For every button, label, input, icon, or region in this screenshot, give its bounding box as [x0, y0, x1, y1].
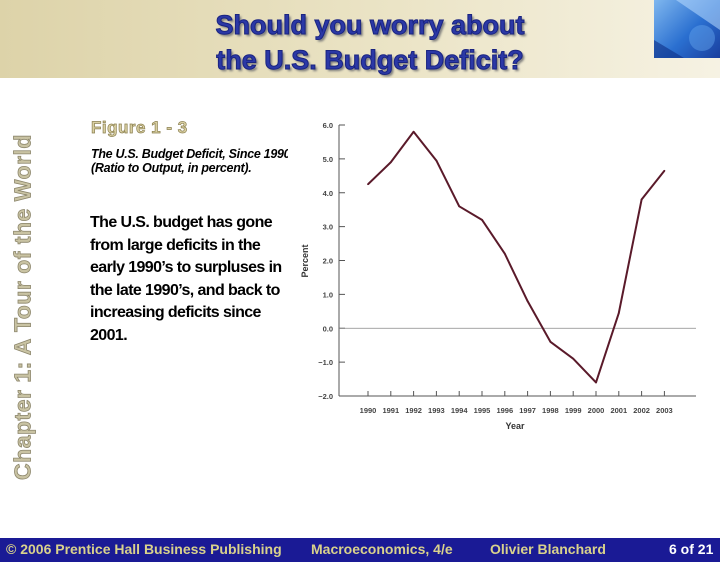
data-point: [595, 381, 597, 384]
data-point: [663, 169, 666, 172]
footer-book: Macroeconomics, 4/e: [311, 541, 453, 557]
deficit-series-line: [367, 130, 666, 384]
x-tick-label: 1991: [382, 406, 399, 415]
data-point: [503, 252, 506, 255]
x-tick-label: 1996: [496, 406, 513, 415]
y-tick-label: 0.0: [323, 324, 333, 333]
data-point: [412, 130, 415, 133]
data-point: [640, 198, 643, 201]
data-point: [367, 183, 369, 186]
figure-caption: The U.S. Budget Deficit, Since 1990 (Rat…: [91, 147, 291, 175]
body-text: The U.S. budget has gone from large defi…: [90, 214, 282, 344]
data-point: [435, 159, 438, 162]
data-point: [526, 300, 529, 303]
y-tick-label: 5.0: [323, 155, 333, 164]
slide-title-line-1: Should you worry about: [215, 10, 525, 41]
y-tick-label: 4.0: [323, 189, 333, 198]
x-tick-label: 1994: [451, 406, 469, 415]
figure-label: Figure 1 - 3: [91, 118, 188, 138]
data-point: [458, 205, 461, 208]
chart-panel: 6.0 5.0 4.0 3.0 2.0 1.0 0.0 −1.0 −2.0 1990 1991 19…: [288, 113, 696, 434]
data-point: [481, 218, 483, 221]
x-tick-label: 1993: [428, 406, 445, 415]
title-band: [0, 0, 720, 78]
footer-page-number: 6 of 21: [669, 541, 714, 557]
y-axis-label: Percent: [300, 244, 310, 277]
data-point: [389, 161, 392, 164]
x-tick-label: 1997: [519, 406, 536, 415]
x-tick-label: 2001: [610, 406, 627, 415]
publisher-logo: [654, 0, 720, 58]
footer-author: Olivier Blanchard: [490, 541, 606, 557]
x-tick-label: 1998: [542, 406, 559, 415]
side-panel: [0, 78, 42, 538]
y-tick-label: −1.0: [318, 358, 333, 367]
x-tick-label: 1995: [474, 406, 491, 415]
data-point: [549, 340, 552, 343]
x-tick-label: 1992: [405, 406, 422, 415]
y-tick-label: 2.0: [323, 257, 333, 266]
text-panel: [84, 113, 288, 385]
x-tick-label: 2000: [588, 406, 605, 415]
footer-copyright: © 2006 Prentice Hall Business Publishing: [6, 541, 282, 557]
x-tick-label: 1999: [565, 406, 582, 415]
slide-title-line-2: the U.S. Budget Deficit?: [216, 45, 525, 76]
chapter-label: Chapter 1: A Tour of the World: [9, 134, 36, 481]
y-tick-label: 6.0: [323, 121, 333, 130]
y-tick-label: −2.0: [318, 392, 333, 401]
x-tick-label: 1990: [360, 406, 377, 415]
data-point: [617, 312, 620, 314]
x-tick-label: 2002: [633, 406, 650, 415]
x-tick-label: 2003: [656, 406, 673, 415]
y-tick-label: 1.0: [323, 290, 333, 299]
budget-deficit-chart: 6.0 5.0 4.0 3.0 2.0 1.0 0.0 −1.0 −2.0 1990 1991 19…: [300, 121, 696, 431]
data-point: [572, 357, 575, 360]
x-axis-label: Year: [505, 421, 525, 431]
footer-bar: © 2006 Prentice Hall Business Publishing…: [0, 538, 720, 562]
y-tick-label: 3.0: [323, 223, 333, 232]
